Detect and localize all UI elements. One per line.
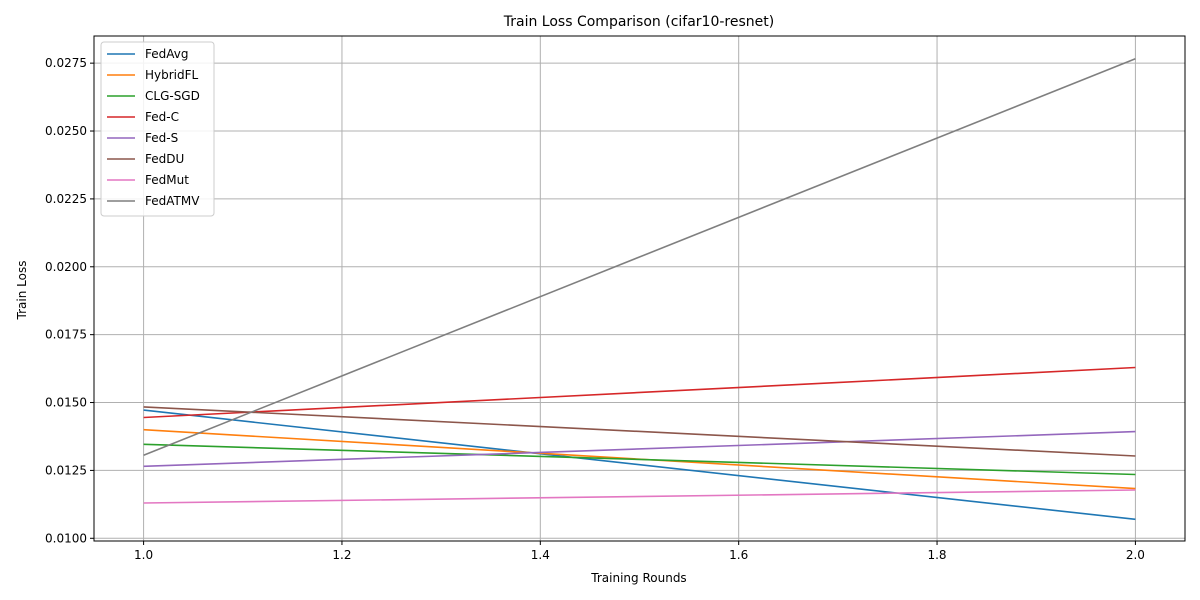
- x-ticks: 1.0 1.2 1.4 1.6 1.8 2.0: [134, 541, 1145, 562]
- plot-frame: [93, 35, 1186, 542]
- series-line-fedatmv: [143, 58, 1136, 456]
- legend: FedAvg HybridFL CLG-SGD Fed-C Fed-S FedDU FedM…: [100, 41, 215, 217]
- x-tick-label: 1.4: [531, 548, 550, 562]
- y-tick-label: 0.0225: [45, 192, 87, 206]
- legend-label: HybridFL: [145, 68, 199, 82]
- series-line-fedmut: [143, 489, 1136, 504]
- series-line-fed-c: [143, 366, 1136, 419]
- series-line-feddu: [143, 406, 1136, 457]
- x-axis-label: Training Rounds: [590, 571, 686, 585]
- x-tick-label: 1.0: [134, 548, 153, 562]
- y-tick-label: 0.0175: [45, 328, 87, 342]
- y-tick-label: 0.0125: [45, 463, 87, 477]
- legend-label: CLG-SGD: [145, 89, 200, 103]
- y-axis-label: Train Loss: [15, 261, 29, 321]
- legend-label: Fed-S: [145, 131, 178, 145]
- x-tick-label: 1.6: [729, 548, 748, 562]
- x-tick-label: 1.8: [927, 548, 946, 562]
- y-tick-label: 0.0100: [45, 531, 87, 545]
- grid: [94, 36, 1185, 541]
- y-tick-label: 0.0250: [45, 124, 87, 138]
- y-tick-label: 0.0275: [45, 56, 87, 70]
- legend-label: Fed-C: [145, 110, 179, 124]
- series-line-clg-sgd: [143, 443, 1136, 476]
- series-lines: [143, 58, 1136, 521]
- legend-box: [100, 41, 215, 217]
- legend-label: FedATMV: [145, 194, 200, 208]
- y-tick-label: 0.0200: [45, 260, 87, 274]
- legend-label: FedDU: [145, 152, 184, 166]
- y-tick-label: 0.0150: [45, 396, 87, 410]
- chart-title: Train Loss Comparison (cifar10-resnet): [503, 14, 774, 30]
- y-ticks: 0.0100 0.0125 0.0150 0.0175 0.0200 0.0225 0.02…: [45, 56, 94, 545]
- legend-label: FedMut: [145, 173, 189, 187]
- x-tick-label: 2.0: [1126, 548, 1145, 562]
- series-line-fed-s: [143, 430, 1136, 468]
- series-line-fedavg: [143, 409, 1136, 521]
- legend-label: FedAvg: [145, 47, 188, 61]
- x-tick-label: 1.2: [332, 548, 351, 562]
